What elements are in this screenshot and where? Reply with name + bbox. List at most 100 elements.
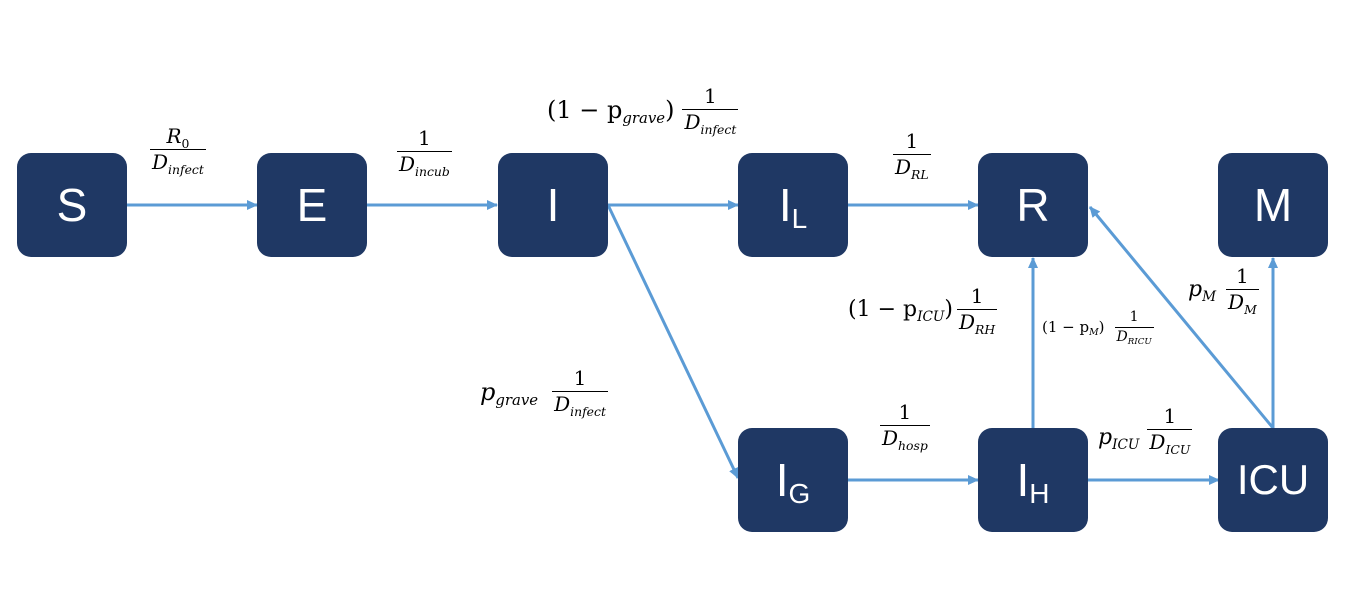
rate-s-to-e-den-base: D [152, 150, 169, 174]
rate-ih-to-icu-fraction: 1 DICU [1147, 404, 1193, 456]
rate-i-to-ig-numerator: 1 [573, 366, 587, 390]
rate-icu-to-m-coef-base: p [1188, 277, 1203, 302]
rate-i-to-ig: pgrave 1 Dinfect [480, 366, 608, 418]
arrow-icu-to-r [1088, 206, 1275, 429]
node-icu-label: ICU [1236, 456, 1310, 503]
rate-i-to-ig-den-sub: infect [570, 404, 606, 419]
rate-i-to-ig-coefficient: pgrave [480, 377, 539, 409]
rate-icu-to-r-den-base: D [1116, 328, 1128, 345]
rate-il-to-r: 1 DRL [893, 129, 931, 181]
node-icu: ICU [1218, 428, 1328, 532]
rate-icu-to-m: pM 1 DM [1188, 264, 1259, 316]
rate-icu-to-r-numerator: 1 [1129, 309, 1139, 325]
rate-icu-to-r-den-sub: RICU [1127, 336, 1152, 347]
rate-s-to-e-denominator: Dinfect [150, 149, 206, 176]
rate-ih-to-icu-den-sub: ICU [1165, 442, 1191, 457]
rate-ih-to-r-den-base: D [958, 310, 976, 334]
rate-icu-to-m-den-sub: M [1244, 302, 1257, 317]
rate-i-to-il: (1 − pgrave) 1 Dinfect [547, 84, 739, 136]
node-r-label: R [1016, 179, 1050, 231]
rate-i-to-il-coefficient: (1 − pgrave) [547, 95, 675, 127]
rate-s-to-e-den-sub: infect [168, 162, 204, 177]
node-ih-label: I [1016, 454, 1030, 506]
rate-ig-to-ih-den-base: D [882, 426, 899, 450]
node-e: E [257, 153, 367, 257]
rate-ih-to-icu: pICU 1 DICU [1098, 404, 1193, 456]
rate-i-to-ig-denominator: Dinfect [552, 391, 608, 418]
rate-ih-to-icu-den-base: D [1149, 430, 1166, 454]
node-e-label: E [296, 179, 328, 231]
rate-s-to-e: R0 Dinfect [150, 124, 206, 176]
rate-icu-to-m-denominator: DM [1226, 289, 1259, 316]
rate-i-to-il-coef-close: ) [665, 95, 675, 124]
rate-e-to-i-denominator: Dincub [397, 151, 452, 178]
node-il-label: I [778, 179, 792, 231]
rate-icu-to-r-fraction: 1 DRICU [1114, 309, 1154, 347]
rate-i-to-ig-coef-sub: grave [495, 390, 539, 409]
rate-ih-to-r: (1 − pICU) 1 DRH [848, 284, 998, 336]
rate-ih-to-r-numerator: 1 [970, 284, 984, 308]
node-m: M [1218, 153, 1328, 257]
rate-ih-to-r-coefficient: (1 − pICU) [848, 297, 953, 325]
rate-s-to-e-numerator: R0 [164, 124, 191, 151]
rate-icu-to-m-numerator: 1 [1236, 264, 1249, 288]
rate-i-to-il-numerator: 1 [704, 84, 717, 108]
rate-ig-to-ih: 1 Dhosp [880, 400, 930, 452]
node-ig-subscript: G [788, 478, 811, 509]
node-s: S [17, 153, 127, 257]
rate-icu-to-m-den-base: D [1228, 290, 1245, 314]
rate-i-to-il-coef-open: (1 − p [547, 95, 623, 124]
rate-ih-to-icu-numerator: 1 [1163, 404, 1177, 428]
rate-e-to-i: 1 Dincub [397, 128, 452, 178]
node-ig-label: I [775, 454, 789, 506]
rate-ih-to-r-fraction: 1 DRH [956, 284, 998, 336]
rate-icu-to-r: (1 − pM) 1 DRICU [1042, 309, 1154, 347]
rate-i-to-il-fraction: 1 Dinfect [682, 84, 739, 136]
rate-icu-to-r-coef-close: ) [1098, 318, 1105, 337]
rate-ih-to-r-coef-close: ) [944, 297, 953, 322]
rate-ig-to-ih-den-sub: hosp [898, 438, 928, 453]
rate-icu-to-r-coef-sub: M [1089, 327, 1099, 339]
rate-i-to-il-den-base: D [684, 110, 701, 134]
rate-ig-to-ih-numerator: 1 [898, 400, 912, 424]
rate-il-to-r-denominator: DRL [893, 154, 931, 181]
node-i-label: I [546, 179, 560, 231]
arrow-i-to-ig [606, 204, 740, 479]
rate-i-to-ig-coef-base: p [480, 377, 496, 406]
rate-i-to-il-denominator: Dinfect [682, 109, 739, 136]
rate-i-to-il-den-sub: infect [700, 122, 737, 137]
rate-icu-to-r-coefficient: (1 − pM) [1042, 318, 1105, 339]
rate-s-to-e-fraction: R0 Dinfect [150, 124, 206, 176]
rate-ih-to-icu-coefficient: pICU [1098, 425, 1140, 453]
rate-il-to-r-den-base: D [895, 155, 912, 179]
node-r: R [978, 153, 1088, 257]
rate-icu-to-m-fraction: 1 DM [1226, 264, 1259, 316]
rate-i-to-ig-den-base: D [554, 392, 571, 416]
rate-icu-to-r-denominator: DRICU [1114, 326, 1154, 347]
rate-i-to-il-coef-sub: grave [622, 108, 666, 127]
node-m-label: M [1253, 179, 1293, 231]
rate-ih-to-r-coef-sub: ICU [917, 309, 945, 325]
rate-il-to-r-den-sub: RL [911, 167, 929, 182]
rate-icu-to-m-coef-sub: M [1202, 289, 1217, 305]
rate-ih-to-icu-coef-sub: ICU [1112, 437, 1140, 453]
rate-ih-to-r-den-sub: RH [975, 322, 996, 337]
rate-ih-to-r-denominator: DRH [956, 309, 998, 336]
rate-i-to-ig-fraction: 1 Dinfect [552, 366, 608, 418]
rate-ih-to-r-coef-open: (1 − p [848, 297, 918, 322]
rate-e-to-i-den-sub: incub [415, 164, 450, 179]
rate-s-to-e-num-sub: 0 [181, 136, 190, 151]
rate-icu-to-m-coefficient: pM [1188, 277, 1217, 305]
rate-ig-to-ih-fraction: 1 Dhosp [880, 400, 930, 452]
node-il-subscript: L [791, 203, 808, 234]
rate-il-to-r-numerator: 1 [905, 129, 919, 153]
rate-ih-to-icu-coef-base: p [1098, 425, 1113, 450]
node-i: I [498, 153, 608, 257]
rate-s-to-e-num-base: R [166, 124, 182, 148]
rate-ig-to-ih-denominator: Dhosp [880, 425, 930, 452]
